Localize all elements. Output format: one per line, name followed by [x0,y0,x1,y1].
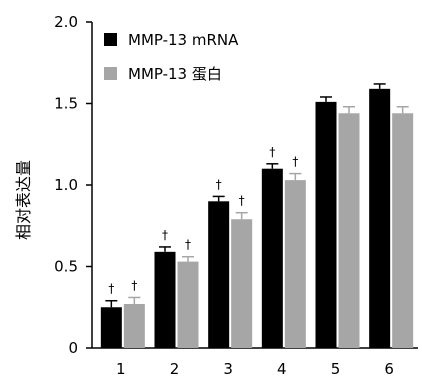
legend-label: MMP-13 蛋白 [128,65,222,83]
bar [123,303,145,348]
legend-swatch [104,67,117,80]
x-tick-label: 3 [223,360,233,378]
bar [154,251,176,348]
bar [392,113,414,348]
axes: 0 0.5 1.0 1.5 2.0 1 2 3 4 5 6 [54,13,418,378]
x-tick-label: 4 [277,360,287,378]
y-tick-label: 2.0 [54,13,78,31]
bar [315,101,337,349]
significance-marker: † [108,282,114,296]
significance-marker: † [131,278,137,292]
legend-swatch [104,33,117,46]
y-axis-label: 相对表达量 [14,160,33,240]
significance-marker: † [162,228,168,242]
x-tick-label: 6 [384,360,394,378]
bar [100,307,122,348]
y-tick-label: 1.5 [54,95,78,113]
significance-marker: † [185,238,191,252]
x-tick-label: 5 [331,360,341,378]
significance-marker: † [239,194,245,208]
significance-marker: † [216,177,222,191]
legend-label: MMP-13 mRNA [128,31,239,49]
bar [284,180,306,348]
bar [369,88,391,348]
bar [338,113,360,348]
x-tick-label: 1 [116,360,126,378]
significance-marker: † [292,155,298,169]
bars: † † † † † † † † [100,83,414,349]
y-tick-label: 0.5 [54,258,78,276]
bar [231,219,253,348]
y-tick-label: 1.0 [54,176,78,194]
bar [208,201,230,348]
significance-marker: † [269,145,275,159]
x-tick-label: 2 [170,360,180,378]
legend: MMP-13 mRNA MMP-13 蛋白 [104,31,239,83]
bar [261,168,283,348]
y-tick-label: 0 [68,339,78,357]
bar [177,261,199,348]
